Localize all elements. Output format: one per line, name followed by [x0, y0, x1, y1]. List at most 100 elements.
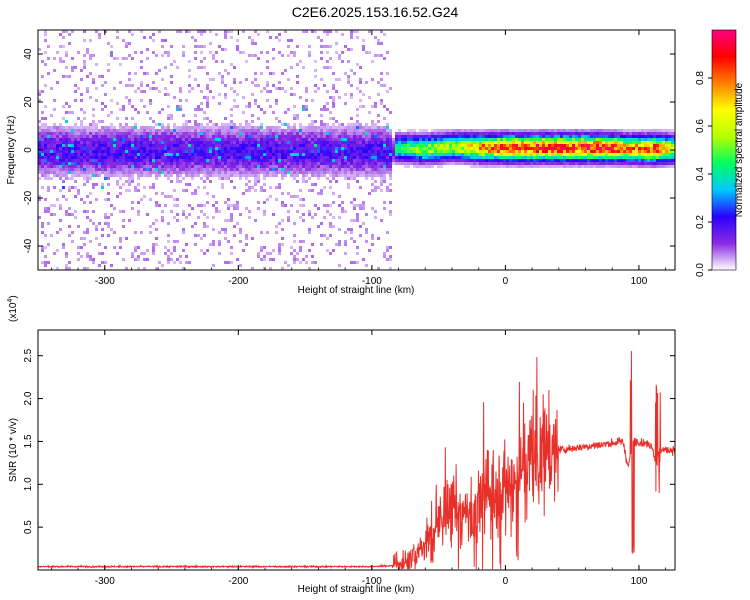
heatmap-cell	[344, 210, 347, 213]
heatmap-cell	[272, 141, 275, 144]
heatmap-cell	[452, 162, 455, 165]
heatmap-cell	[344, 102, 347, 105]
heatmap-cell	[107, 174, 110, 177]
heatmap-cell	[56, 141, 59, 144]
heatmap-cell	[194, 141, 197, 144]
heatmap-cell	[329, 171, 332, 174]
heatmap-cell	[341, 135, 344, 138]
heatmap-cell	[41, 90, 44, 93]
colorbar-tick-label: 0.0	[695, 263, 706, 277]
heatmap-cell	[389, 141, 392, 144]
heatmap-cell	[254, 219, 257, 222]
heatmap-cell	[275, 186, 278, 189]
heatmap-cell	[47, 72, 50, 75]
heatmap-cell	[377, 39, 380, 42]
heatmap-cell	[98, 168, 101, 171]
heatmap-cell	[416, 165, 419, 168]
heatmap-cell	[164, 168, 167, 171]
heatmap-cell	[254, 180, 257, 183]
heatmap-cell	[611, 150, 614, 153]
heatmap-cell	[326, 177, 329, 180]
heatmap-cell	[644, 141, 647, 144]
heatmap-cell	[296, 81, 299, 84]
heatmap-cell	[266, 60, 269, 63]
heatmap-cell	[44, 246, 47, 249]
heatmap-cell	[392, 144, 395, 147]
heatmap-cell	[593, 156, 596, 159]
heatmap-cell	[326, 210, 329, 213]
heatmap-cell	[326, 30, 329, 33]
heatmap-cell	[176, 66, 179, 69]
heatmap-cell	[200, 129, 203, 132]
heatmap-cell	[446, 129, 449, 132]
heatmap-cell	[167, 168, 170, 171]
heatmap-cell	[41, 168, 44, 171]
heatmap-cell	[119, 168, 122, 171]
heatmap-cell	[581, 153, 584, 156]
heatmap-cell	[641, 144, 644, 147]
heatmap-cell	[116, 252, 119, 255]
heatmap-cell	[149, 102, 152, 105]
heatmap-cell	[668, 132, 671, 135]
heatmap-cell	[554, 159, 557, 162]
heatmap-cell	[557, 129, 560, 132]
heatmap-cell	[152, 141, 155, 144]
heatmap-cell	[77, 138, 80, 141]
heatmap-cell	[278, 246, 281, 249]
heatmap-cell	[656, 159, 659, 162]
heatmap-cell	[221, 60, 224, 63]
heatmap-cell	[518, 129, 521, 132]
heatmap-cell	[245, 177, 248, 180]
heatmap-cell	[560, 162, 563, 165]
heatmap-cell	[338, 162, 341, 165]
heatmap-cell	[302, 162, 305, 165]
heatmap-cell	[227, 168, 230, 171]
heatmap-cell	[296, 174, 299, 177]
heatmap-cell	[95, 174, 98, 177]
heatmap-cell	[65, 252, 68, 255]
heatmap-cell	[521, 165, 524, 168]
heatmap-cell	[473, 138, 476, 141]
heatmap-cell	[206, 141, 209, 144]
heatmap-cell	[233, 123, 236, 126]
heatmap-cell	[455, 150, 458, 153]
heatmap-cell	[290, 162, 293, 165]
heatmap-cell	[467, 150, 470, 153]
heatmap-cell	[497, 141, 500, 144]
heatmap-cell	[329, 174, 332, 177]
heatmap-cell	[359, 90, 362, 93]
heatmap-cell	[38, 144, 41, 147]
heatmap-cell	[149, 225, 152, 228]
heatmap-cell	[179, 150, 182, 153]
heatmap-cell	[278, 39, 281, 42]
heatmap-cell	[305, 147, 308, 150]
heatmap-cell	[197, 156, 200, 159]
heatmap-cell	[65, 111, 68, 114]
heatmap-cell	[311, 168, 314, 171]
heatmap-cell	[221, 147, 224, 150]
heatmap-cell	[320, 39, 323, 42]
heatmap-cell	[527, 144, 530, 147]
heatmap-cell	[410, 147, 413, 150]
heatmap-cell	[149, 132, 152, 135]
heatmap-cell	[356, 219, 359, 222]
heatmap-cell	[245, 141, 248, 144]
heatmap-cell	[425, 144, 428, 147]
heatmap-cell	[239, 138, 242, 141]
heatmap-cell	[152, 243, 155, 246]
heatmap-cell	[590, 156, 593, 159]
heatmap-cell	[308, 228, 311, 231]
heatmap-cell	[200, 249, 203, 252]
heatmap-cell	[47, 159, 50, 162]
heatmap-cell	[98, 156, 101, 159]
heatmap-cell	[443, 156, 446, 159]
heatmap-cell	[230, 144, 233, 147]
heatmap-cell	[74, 156, 77, 159]
heatmap-cell	[617, 147, 620, 150]
heatmap-cell	[140, 129, 143, 132]
heatmap-cell	[629, 156, 632, 159]
heatmap-cell	[278, 87, 281, 90]
heatmap-cell	[92, 114, 95, 117]
heatmap-cell	[620, 159, 623, 162]
heatmap-cell	[182, 168, 185, 171]
